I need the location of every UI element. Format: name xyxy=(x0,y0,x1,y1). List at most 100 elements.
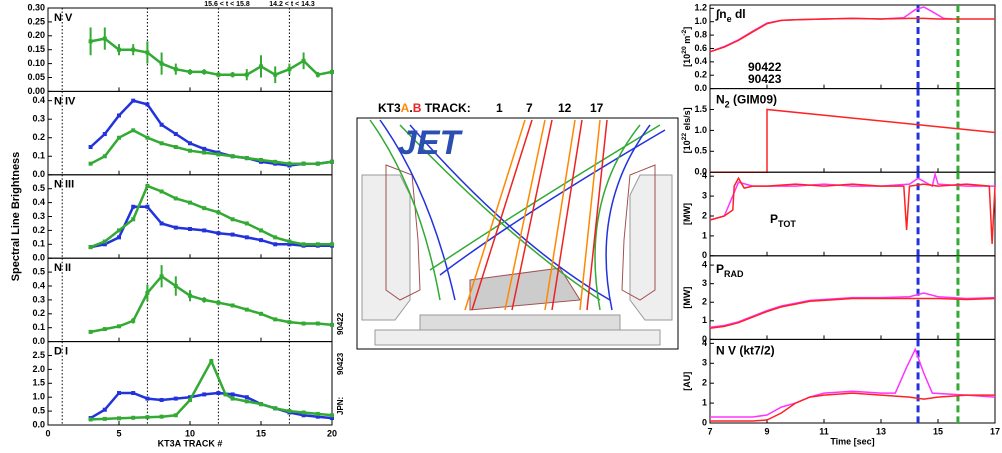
y-tick-label: 1.0 xyxy=(694,125,707,135)
y-tick-label: 0.15 xyxy=(27,44,45,54)
point xyxy=(202,297,207,302)
point xyxy=(315,72,320,77)
point xyxy=(330,322,334,327)
panel-title: N2 (GIM09) xyxy=(716,93,777,110)
panel-title: ∫ne dl xyxy=(715,7,746,24)
point xyxy=(230,303,235,308)
point xyxy=(273,317,278,322)
track-label: 17 xyxy=(590,101,604,115)
point xyxy=(102,132,107,137)
text-part: [AU] xyxy=(682,372,692,391)
y-tick-label: 0.30 xyxy=(27,2,45,12)
legend-entry: 14.2 < t < 14.3 xyxy=(269,1,315,8)
point xyxy=(330,413,334,418)
point xyxy=(117,235,121,240)
point xyxy=(216,391,221,396)
text-part: N V (kt7/2) xyxy=(716,344,775,358)
x-tick-label: 10 xyxy=(185,428,195,438)
point xyxy=(301,321,306,326)
point xyxy=(209,359,214,364)
point xyxy=(117,228,121,233)
y-tick-label: 0.2 xyxy=(32,132,45,142)
series-line xyxy=(709,17,995,53)
y-tick-label: 0.2 xyxy=(694,70,707,80)
y-tick-label: 1.5 xyxy=(694,104,707,114)
point xyxy=(273,235,278,240)
point xyxy=(117,135,121,140)
y-tick-label: 1 xyxy=(702,397,707,407)
text-part: (GIM09) xyxy=(730,93,777,107)
y-tick-label: 0.05 xyxy=(27,72,45,82)
point xyxy=(173,132,178,137)
point xyxy=(102,239,107,244)
y-tick-label: 0.0 xyxy=(32,253,45,263)
point xyxy=(188,227,192,232)
point xyxy=(173,145,178,149)
y-label: [AU] xyxy=(682,372,692,391)
text-part: e xyxy=(727,14,732,24)
text-part: TOT xyxy=(778,220,796,230)
y-tick-label: 0.20 xyxy=(27,30,45,40)
x-tick-label: 9 xyxy=(764,426,769,436)
x-tick-label: 13 xyxy=(876,426,886,436)
text-part: ∫n xyxy=(715,7,727,21)
y-tick-label: 0.5 xyxy=(32,405,45,415)
point xyxy=(216,300,221,305)
series-line xyxy=(709,171,995,221)
point xyxy=(117,391,121,396)
y-tick-label: 1 xyxy=(702,230,707,240)
series-line xyxy=(709,176,996,244)
x-label: Time [sec] xyxy=(830,436,874,446)
series-line xyxy=(710,392,995,422)
point xyxy=(259,64,263,69)
point xyxy=(202,69,207,74)
point xyxy=(102,407,107,412)
y-tick-label: 0.8 xyxy=(694,29,707,39)
series-line xyxy=(709,292,996,329)
point xyxy=(159,274,164,279)
y-tick-label: 0 xyxy=(702,334,707,344)
series-line xyxy=(89,391,333,420)
text-part: [10 xyxy=(682,54,692,67)
point xyxy=(230,217,235,222)
point xyxy=(273,406,278,411)
panel-label: D I xyxy=(54,346,68,358)
y-tick-label: 2 xyxy=(702,297,707,307)
point xyxy=(88,329,93,334)
y-tick-label: 0.5 xyxy=(32,266,45,276)
y-label: Spectral Line Brightness xyxy=(10,152,22,282)
point xyxy=(131,217,136,222)
point xyxy=(244,307,249,312)
point xyxy=(131,128,136,133)
text-part: dl xyxy=(732,7,746,21)
point xyxy=(301,410,306,415)
series-line xyxy=(709,6,953,53)
y-tick-label: 0.2 xyxy=(32,225,45,235)
y-tick-label: 2 xyxy=(702,210,707,220)
series-line xyxy=(710,347,996,418)
y-tick-label: 0.2 xyxy=(32,308,45,318)
point xyxy=(173,196,178,201)
y-tick-label: 0 xyxy=(702,250,707,260)
y-tick-label: 0.4 xyxy=(32,197,45,207)
y-tick-label: 0.4 xyxy=(32,280,45,290)
vessel xyxy=(361,164,673,346)
legend-entry: 90422 xyxy=(748,60,782,74)
point xyxy=(88,417,93,422)
point xyxy=(216,152,221,157)
series-line xyxy=(90,358,333,421)
y-tick-label: 0.3 xyxy=(32,294,45,304)
point xyxy=(315,411,320,416)
y-tick-label: 0.0 xyxy=(32,169,45,179)
point xyxy=(117,324,121,329)
sightlines xyxy=(369,119,666,311)
run-label: JPN: xyxy=(336,397,345,415)
y-label: [1022 els/s] xyxy=(681,107,692,153)
point xyxy=(259,402,263,407)
run-label: 90423 xyxy=(336,352,345,375)
point xyxy=(330,159,334,164)
y-tick-label: 1.5 xyxy=(32,378,45,388)
point xyxy=(173,67,178,72)
point xyxy=(244,221,249,226)
point xyxy=(102,36,107,41)
